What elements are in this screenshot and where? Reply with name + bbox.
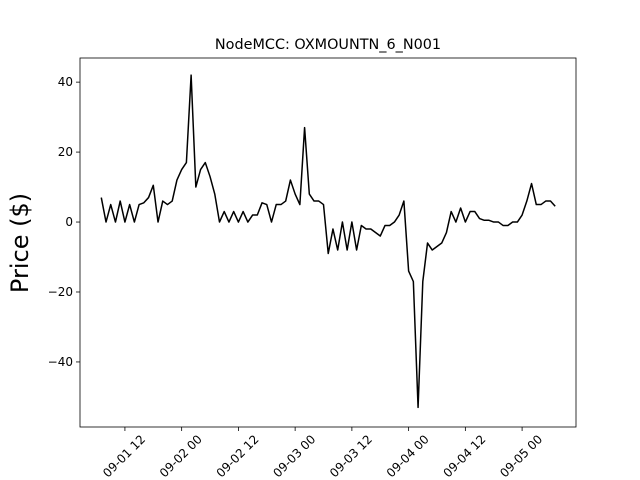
y-tick-label: −40 bbox=[48, 355, 73, 369]
x-tick-label: 09-04 00 bbox=[384, 432, 432, 480]
line-series bbox=[100, 74, 556, 409]
x-tick-label: 09-02 12 bbox=[214, 432, 262, 480]
y-tick-label: −20 bbox=[48, 285, 73, 299]
plot-frame bbox=[79, 57, 577, 428]
x-tick-label: 09-03 12 bbox=[327, 432, 375, 480]
y-axis-label: Price ($) bbox=[6, 193, 34, 293]
y-tick-label: 0 bbox=[65, 215, 73, 229]
x-tick-label: 09-03 00 bbox=[270, 432, 318, 480]
x-tick-label: 09-05 00 bbox=[497, 432, 545, 480]
chart-title: NodeMCC: OXMOUNTN_6_N001 bbox=[215, 37, 441, 53]
y-tick-label: 40 bbox=[58, 75, 73, 89]
y-tick-label: 20 bbox=[58, 145, 73, 159]
x-tick-label: 09-02 00 bbox=[157, 432, 205, 480]
x-tick-label: 09-04 12 bbox=[441, 432, 489, 480]
x-tick-label: 09-01 12 bbox=[100, 432, 148, 480]
